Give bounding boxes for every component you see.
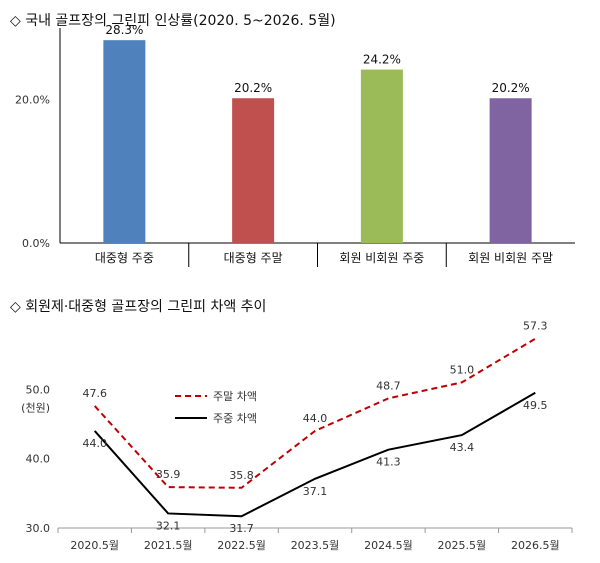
bar-value-label: 20.2% [234, 81, 272, 95]
bar-value-label: 24.2% [363, 53, 401, 67]
bar-category-label: 회원 비회원 주말 [468, 251, 553, 265]
line-y-tick-label: 50.0 [26, 383, 51, 396]
bar-y-tick-label: 20.0% [15, 94, 50, 107]
line-data-label: 44.0 [303, 412, 328, 425]
bar-chart-title: ◇ 국내 골프장의 그린피 인상률(2020. 5~2026. 5월) [10, 13, 336, 29]
line-data-label: 31.7 [229, 522, 254, 535]
line-data-label: 37.1 [303, 485, 328, 498]
bar [489, 98, 532, 243]
line-data-label: 47.6 [82, 387, 107, 400]
line-y-tick-label: 40.0 [26, 453, 51, 466]
line-data-label: 51.0 [450, 363, 475, 376]
weekday-series-line [93, 391, 536, 518]
line-x-tick-label: 2025.5월 [438, 539, 487, 552]
bar-value-label: 28.3% [105, 23, 143, 37]
line-data-label: 43.4 [450, 441, 475, 454]
legend-label: 주말 차액 [213, 390, 257, 403]
bar-category-label: 대중형 주말 [224, 251, 283, 265]
line-y-tick-label: 30.0 [26, 522, 51, 535]
line-data-label: 57.3 [523, 320, 548, 333]
line-x-tick-label: 2024.5월 [364, 539, 413, 552]
bar [360, 69, 403, 243]
bar-y-tick-label: 0.0% [22, 237, 50, 250]
weekend-series-line [93, 337, 536, 489]
bar [232, 98, 275, 243]
legend-label: 주중 차액 [213, 412, 257, 425]
line-data-label: 32.1 [156, 519, 181, 532]
bar-category-label: 회원 비회원 주중 [339, 251, 424, 265]
line-x-tick-label: 2022.5월 [217, 539, 266, 552]
bar [103, 40, 146, 243]
line-data-label: 48.7 [376, 379, 401, 392]
line-data-label: 35.8 [229, 469, 254, 482]
line-data-label: 44.0 [82, 437, 107, 450]
line-x-tick-label: 2020.5월 [70, 539, 119, 552]
line-x-tick-label: 2021.5월 [144, 539, 193, 552]
line-data-label: 49.5 [523, 399, 548, 412]
line-data-label: 35.9 [156, 468, 181, 481]
bar-category-label: 대중형 주중 [95, 251, 154, 265]
bar-value-label: 20.2% [492, 81, 530, 95]
line-y-unit-label: (천원) [21, 400, 50, 414]
line-x-tick-label: 2026.5월 [511, 539, 560, 552]
line-chart-title: ◇ 회원제·대중형 골프장의 그린피 차액 추이 [10, 299, 267, 315]
line-x-tick-label: 2023.5월 [291, 539, 340, 552]
line-data-label: 41.3 [376, 456, 401, 469]
